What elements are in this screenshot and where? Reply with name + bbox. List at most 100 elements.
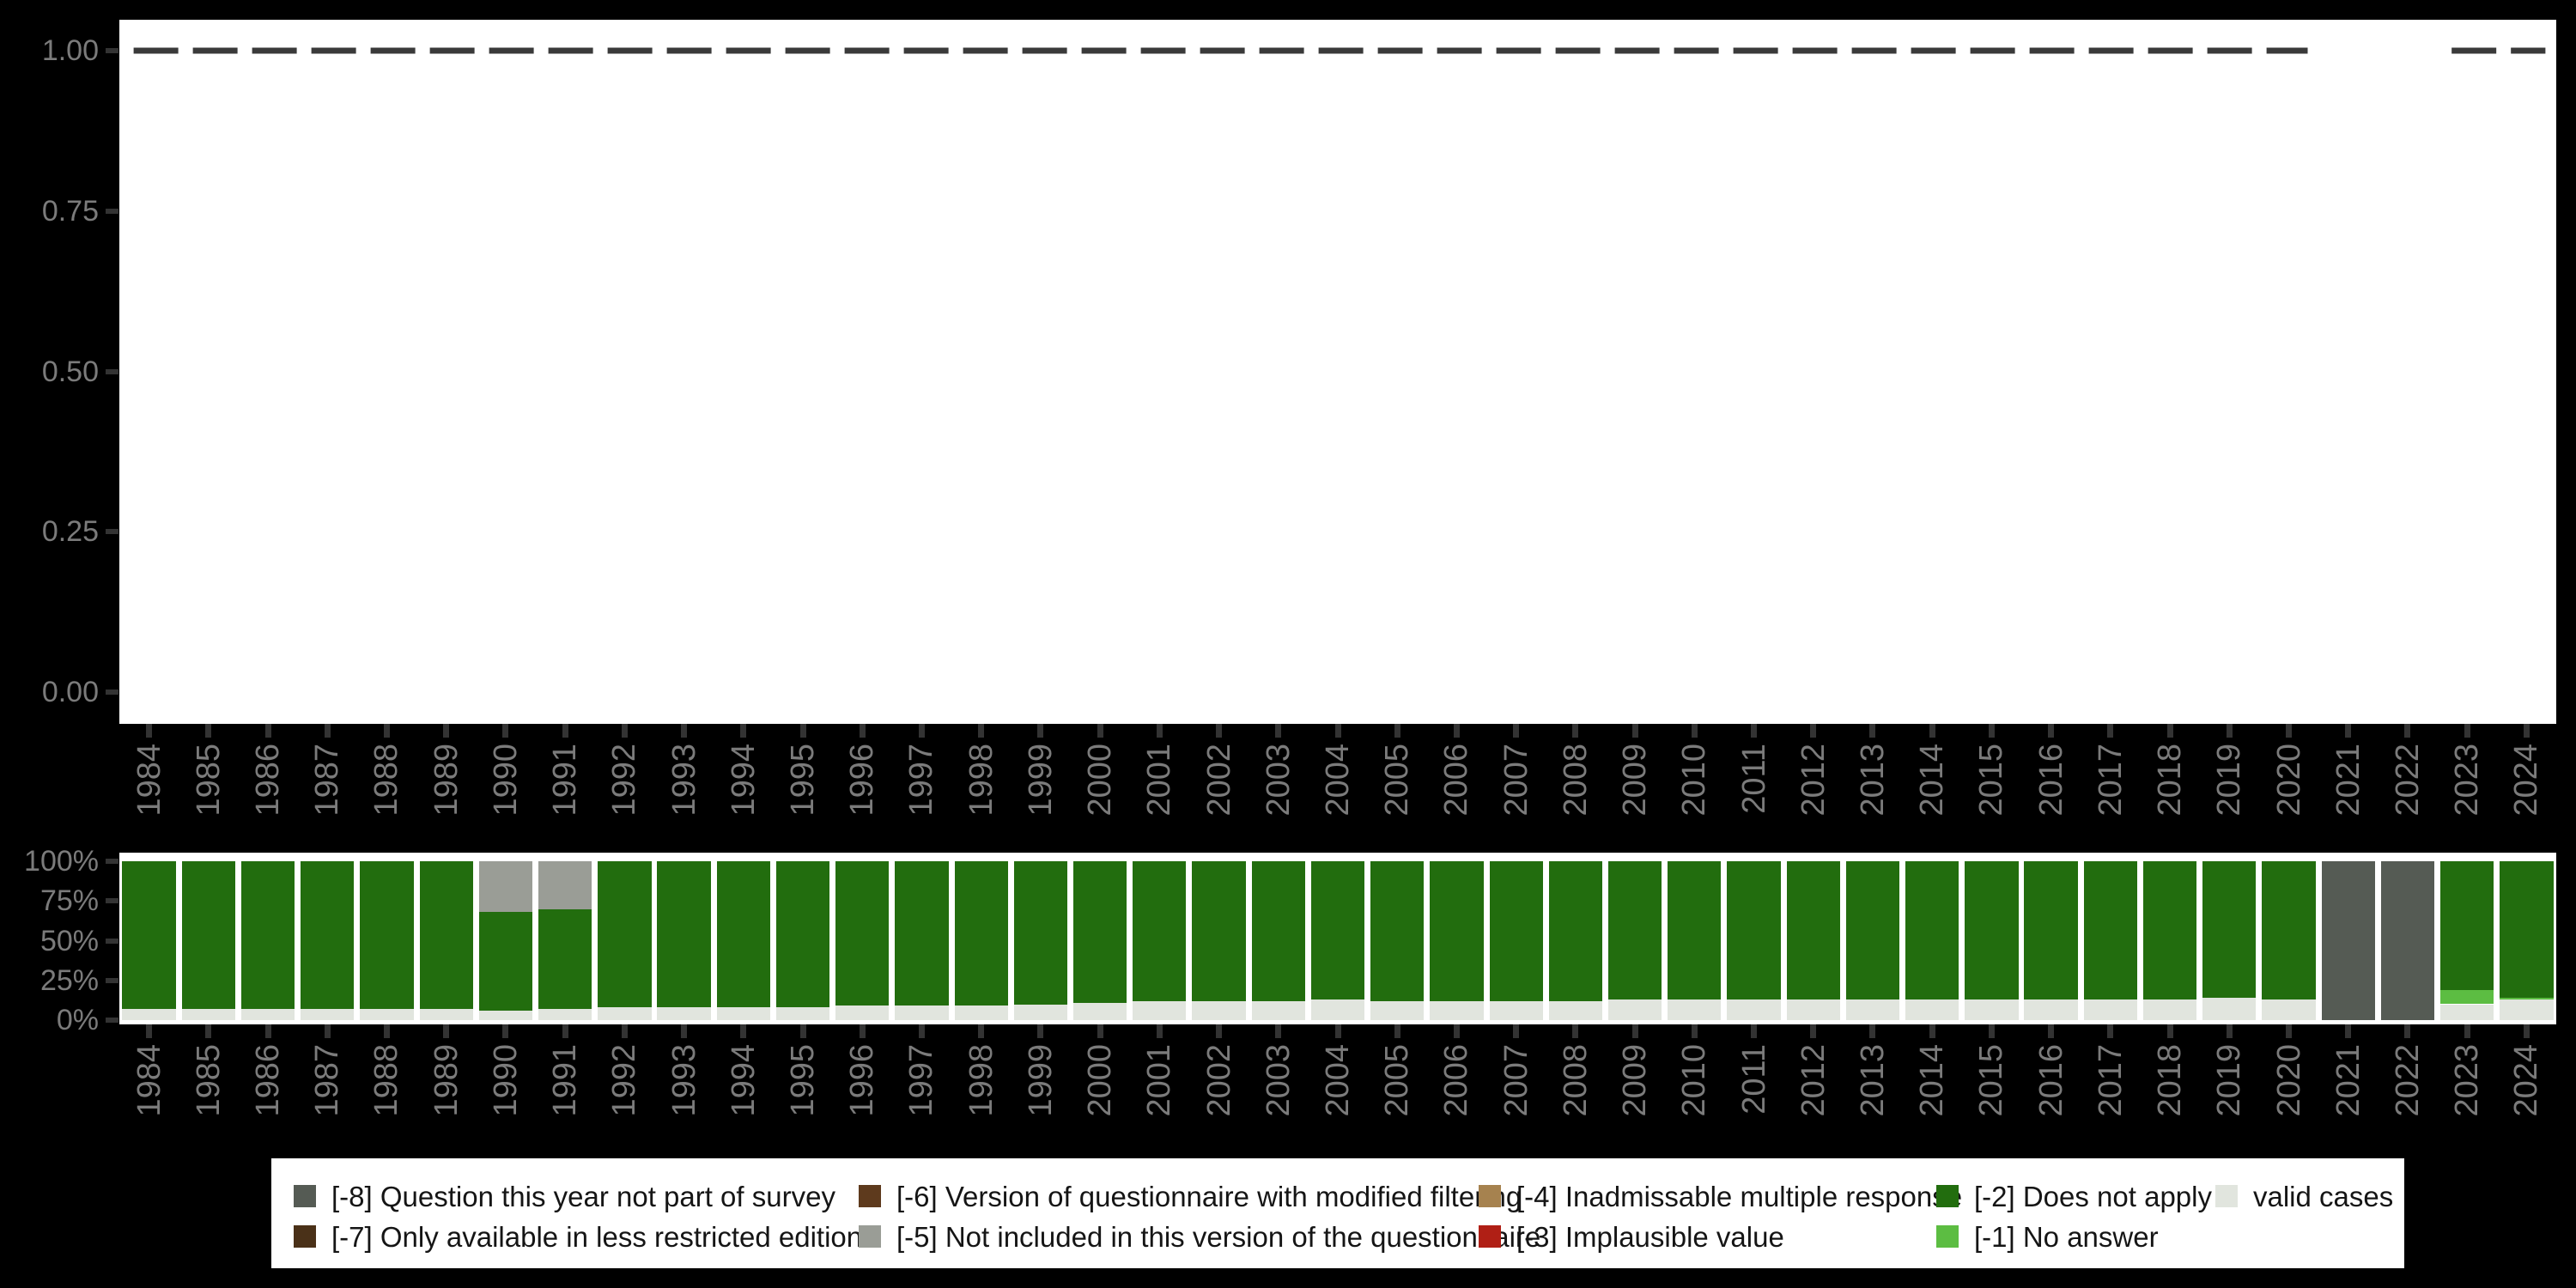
- bar-segment: [1192, 861, 1246, 1001]
- x-axis-tick: [324, 1024, 331, 1038]
- x-axis-tick: [1156, 1024, 1163, 1038]
- bar-segment: [301, 861, 355, 1010]
- x-axis-year-label: 2020: [2270, 1044, 2307, 1117]
- legend-label: [-5] Not included in this version of the…: [896, 1221, 1541, 1253]
- x-axis-year-label: 2017: [2092, 1044, 2129, 1117]
- bar-segment: [1489, 861, 1543, 1001]
- x-axis-tick: [1156, 724, 1163, 738]
- bar-segment: [1727, 999, 1781, 1020]
- bar-segment: [1072, 861, 1127, 1003]
- x-axis-year-label: 2016: [2032, 1044, 2069, 1117]
- bar-segment: [835, 861, 890, 1006]
- x-axis-tick: [2226, 1024, 2233, 1038]
- x-axis-tick: [1631, 1024, 1638, 1038]
- x-axis-tick: [1394, 1024, 1400, 1038]
- bar-segment: [2321, 861, 2375, 1020]
- x-axis-tick: [502, 724, 509, 738]
- bar-segment: [2380, 861, 2435, 1020]
- y-axis-label: 75%: [39, 884, 99, 918]
- legend-swatch: [859, 1185, 881, 1207]
- bar-segment: [1845, 999, 1900, 1020]
- legend-swatch: [1936, 1185, 1959, 1207]
- x-axis-tick: [1453, 724, 1460, 738]
- x-axis-year-label: 1988: [368, 1044, 405, 1117]
- bar-segment: [954, 1005, 1008, 1020]
- y-axis-label: 0%: [56, 1004, 99, 1036]
- legend-label: [-2] Does not apply: [1974, 1181, 2212, 1212]
- x-axis-tick: [2107, 724, 2114, 738]
- bar-segment: [954, 861, 1008, 1006]
- x-axis-year-label: 2007: [1498, 1044, 1534, 1117]
- bar-segment: [1370, 861, 1425, 1001]
- x-axis-tick: [1751, 724, 1758, 738]
- bar-segment: [716, 861, 770, 1008]
- y-axis-label: 50%: [39, 924, 99, 957]
- y-axis-tick: [106, 938, 118, 944]
- x-axis-year-label: 1997: [903, 1044, 940, 1117]
- bar-segment: [2083, 999, 2137, 1020]
- x-axis-tick: [740, 1024, 747, 1038]
- bar-segment: [2024, 999, 2078, 1020]
- legend-label: [-4] Inadmissable multiple response: [1516, 1181, 1963, 1212]
- x-axis-tick: [1334, 1024, 1341, 1038]
- bar-segment: [122, 1009, 176, 1020]
- x-axis-tick: [2107, 1024, 2114, 1038]
- bar-segment: [478, 912, 533, 1011]
- y-axis-label: 1.00: [41, 34, 99, 67]
- bar-segment: [1251, 1000, 1305, 1020]
- bar-segment: [1310, 861, 1365, 999]
- y-axis-label: 0.00: [41, 676, 99, 708]
- x-axis-tick: [2523, 724, 2530, 738]
- y-axis-tick: [106, 368, 118, 374]
- x-axis-tick: [2345, 1024, 2352, 1038]
- y-axis-tick: [106, 977, 118, 983]
- x-axis-year-label: 2002: [1200, 1044, 1237, 1117]
- bar-segment: [1786, 861, 1840, 999]
- bar-segment: [1013, 861, 1068, 1005]
- legend-label: [-1] No answer: [1974, 1221, 2159, 1253]
- x-axis-year-label: 2022: [2389, 1044, 2426, 1117]
- legend: [-8] Question this year not part of surv…: [271, 1158, 2404, 1268]
- x-axis-tick: [1988, 724, 1995, 738]
- legend-label: [-6] Version of questionnaire with modif…: [896, 1181, 1522, 1212]
- line-chart-plot-area: [119, 20, 2556, 724]
- legend-swatch: [294, 1225, 316, 1248]
- x-axis-tick: [2226, 724, 2233, 738]
- x-axis-tick: [2464, 724, 2470, 738]
- x-axis-year-label: 1987: [309, 1044, 346, 1117]
- x-axis-tick: [1334, 724, 1341, 738]
- y-axis-tick: [106, 1018, 118, 1023]
- x-axis-tick: [1216, 1024, 1223, 1038]
- x-axis-tick: [859, 1024, 866, 1038]
- legend-swatch: [2215, 1185, 2238, 1207]
- bar-segment: [1072, 1002, 1127, 1020]
- legend-swatch: [859, 1225, 881, 1248]
- x-axis-tick: [1929, 724, 1935, 738]
- x-axis-year-label: 2005: [1379, 1044, 1416, 1117]
- x-axis-tick: [264, 724, 271, 738]
- x-axis-tick: [1988, 1024, 1995, 1038]
- x-axis-tick: [1453, 1024, 1460, 1038]
- bar-segment: [360, 1009, 414, 1020]
- x-axis-tick: [2048, 1024, 2055, 1038]
- x-axis-year-label: 1995: [785, 1044, 822, 1117]
- bar-segment: [1133, 861, 1187, 1001]
- x-axis-tick: [562, 724, 568, 738]
- x-axis-tick: [1691, 724, 1698, 738]
- y-axis-tick: [106, 859, 118, 864]
- y-axis-label: 0.75: [41, 194, 99, 228]
- x-axis-tick: [1810, 724, 1817, 738]
- x-axis-tick: [2166, 724, 2173, 738]
- x-axis-tick: [1810, 1024, 1817, 1038]
- bar-segment: [2142, 861, 2197, 999]
- x-axis-tick: [2048, 724, 2055, 738]
- x-axis-tick: [1631, 724, 1638, 738]
- bar-segment: [1192, 1000, 1246, 1020]
- x-axis-tick: [502, 1024, 509, 1038]
- x-axis-year-label: 1996: [844, 1044, 881, 1117]
- bar-segment: [895, 1005, 949, 1020]
- x-axis-year-label: 2011: [1735, 1044, 1772, 1115]
